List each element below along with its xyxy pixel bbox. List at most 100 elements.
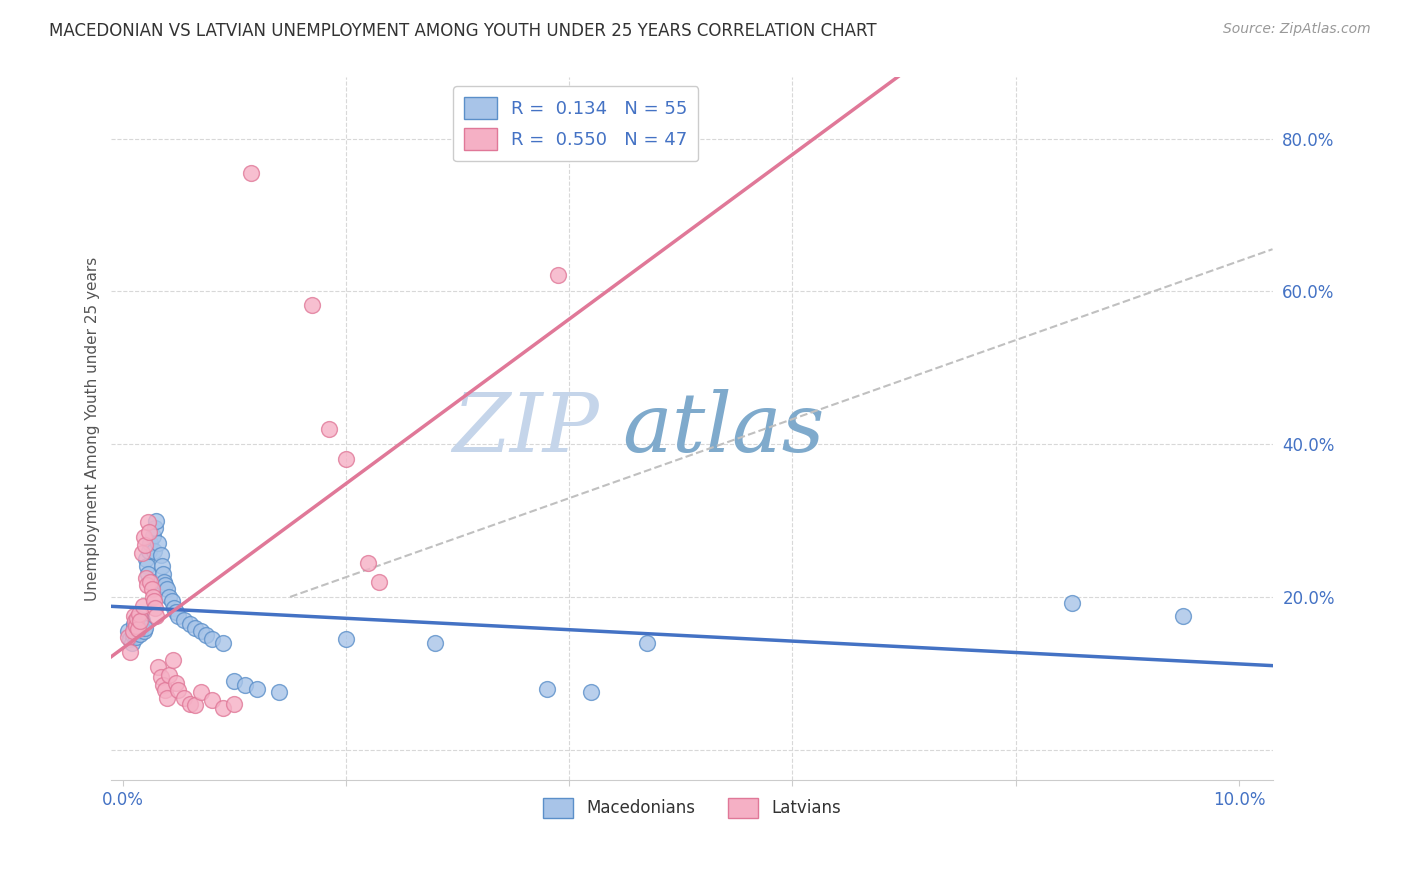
Point [134, 620, 156, 634]
Point [134, 538, 156, 552]
Point [245, 681, 267, 696]
Point [184, 620, 207, 634]
Point [148, 660, 170, 674]
Point [117, 624, 139, 639]
Point [127, 624, 149, 639]
Point [212, 636, 235, 650]
Point [141, 574, 163, 589]
Point [145, 514, 167, 528]
Legend: Macedonians, Latvians: Macedonians, Latvians [536, 791, 848, 825]
Point [142, 544, 165, 558]
Point [145, 609, 167, 624]
Point [124, 622, 146, 636]
Point [224, 697, 246, 711]
Point [636, 636, 658, 650]
Text: atlas: atlas [623, 389, 825, 469]
Point [121, 628, 143, 642]
Point [121, 636, 143, 650]
Point [152, 678, 174, 692]
Point [547, 268, 569, 282]
Point [167, 683, 190, 698]
Point [1060, 596, 1083, 610]
Point [132, 624, 155, 639]
Point [142, 594, 165, 608]
Point [122, 616, 145, 631]
Point [156, 582, 179, 597]
Text: MACEDONIAN VS LATVIAN UNEMPLOYMENT AMONG YOUTH UNDER 25 YEARS CORRELATION CHART: MACEDONIAN VS LATVIAN UNEMPLOYMENT AMONG… [49, 22, 877, 40]
Point [125, 630, 148, 644]
Point [136, 567, 159, 582]
Point [167, 609, 190, 624]
Point [117, 630, 139, 644]
Point [141, 582, 163, 597]
Point [184, 698, 207, 713]
Point [179, 616, 201, 631]
Point [190, 685, 212, 699]
Point [143, 521, 166, 535]
Point [139, 536, 162, 550]
Point [135, 571, 157, 585]
Point [163, 601, 186, 615]
Point [142, 590, 165, 604]
Point [127, 611, 149, 625]
Point [165, 675, 187, 690]
Point [318, 422, 340, 436]
Point [149, 548, 172, 562]
Point [131, 546, 153, 560]
Point [121, 624, 143, 639]
Point [131, 616, 153, 631]
Point [127, 619, 149, 633]
Point [124, 615, 146, 629]
Point [173, 690, 195, 705]
Point [135, 551, 157, 566]
Point [122, 609, 145, 624]
Point [138, 524, 160, 539]
Point [128, 607, 150, 621]
Point [201, 693, 224, 707]
Point [190, 624, 212, 639]
Point [138, 544, 160, 558]
Point [153, 683, 176, 698]
Point [139, 574, 162, 589]
Point [143, 601, 166, 615]
Point [239, 166, 262, 180]
Point [201, 632, 224, 646]
Point [120, 632, 142, 646]
Point [159, 668, 181, 682]
Point [120, 645, 142, 659]
Point [136, 559, 159, 574]
Point [224, 673, 246, 688]
Point [195, 628, 218, 642]
Point [368, 574, 391, 589]
Point [162, 652, 184, 666]
Point [152, 567, 174, 582]
Point [142, 529, 165, 543]
Point [149, 670, 172, 684]
Point [153, 574, 176, 589]
Point [165, 605, 187, 619]
Point [335, 632, 357, 646]
Text: Source: ZipAtlas.com: Source: ZipAtlas.com [1223, 22, 1371, 37]
Point [129, 626, 152, 640]
Point [153, 578, 176, 592]
Point [335, 452, 357, 467]
Point [581, 685, 603, 699]
Point [159, 590, 181, 604]
Point [1173, 609, 1195, 624]
Point [425, 636, 447, 650]
Point [267, 685, 290, 699]
Point [131, 599, 153, 613]
Point [301, 298, 323, 312]
Point [125, 619, 148, 633]
Point [128, 620, 150, 634]
Y-axis label: Unemployment Among Youth under 25 years: Unemployment Among Youth under 25 years [86, 257, 100, 601]
Point [536, 681, 558, 696]
Point [357, 556, 380, 570]
Point [132, 530, 155, 544]
Point [156, 690, 179, 705]
Point [127, 622, 149, 636]
Point [150, 559, 173, 574]
Point [131, 613, 153, 627]
Point [235, 678, 257, 692]
Point [179, 697, 201, 711]
